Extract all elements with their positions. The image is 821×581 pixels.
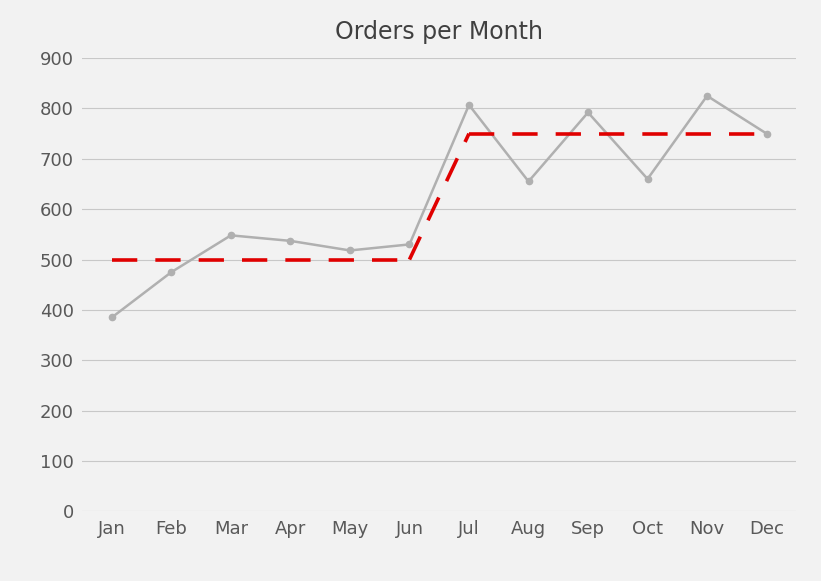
Title: Orders per Month: Orders per Month xyxy=(335,20,544,44)
